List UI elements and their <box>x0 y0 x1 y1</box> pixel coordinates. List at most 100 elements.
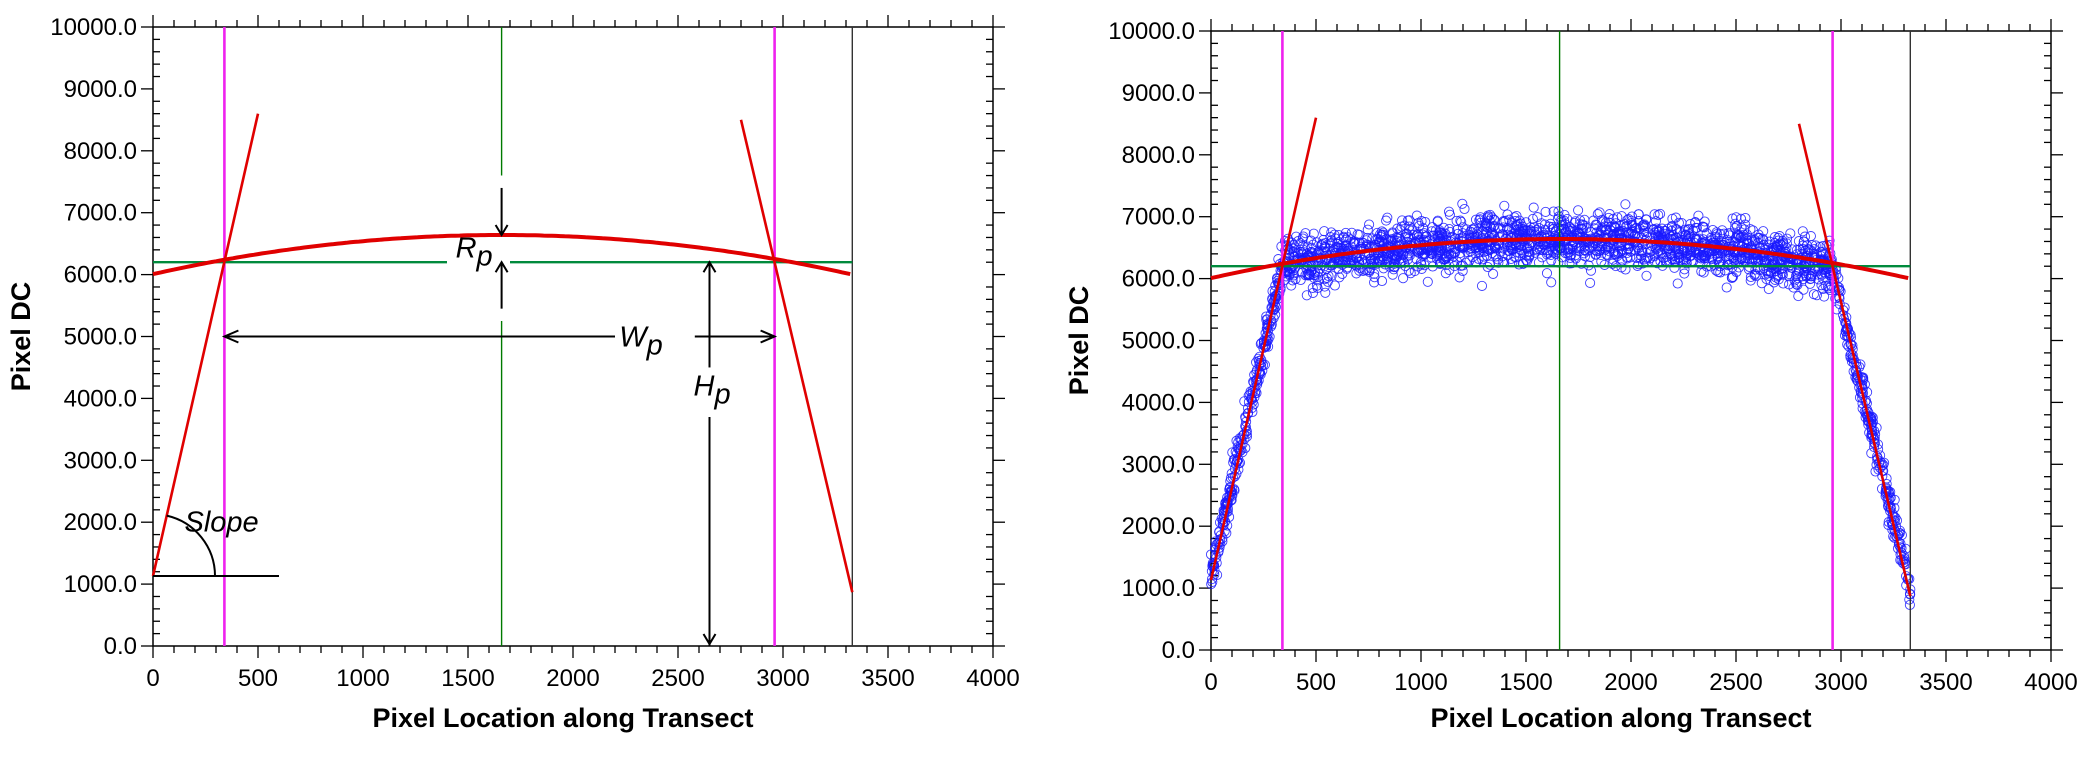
axes: 0 500 1000 1500 2000 2500 3000 3500 4000 0.0 1000.… <box>1064 18 2078 733</box>
scatter-point <box>1419 228 1430 239</box>
scatter-point <box>1540 224 1551 235</box>
scatter-point <box>1448 251 1459 262</box>
scatter-point <box>1560 226 1572 237</box>
scatter-point <box>1722 234 1733 245</box>
x-tick-label: 3500 <box>1919 669 1972 696</box>
scatter-point <box>1541 268 1553 279</box>
scatter-point <box>1669 262 1680 273</box>
scatter-point <box>1607 258 1618 269</box>
scatter-point <box>1515 226 1526 237</box>
scatter-point <box>1422 276 1433 287</box>
scatter-point <box>1888 531 1899 542</box>
scatter-point <box>1376 275 1388 287</box>
scatter-point <box>1326 227 1337 238</box>
width-letter: W <box>619 322 649 354</box>
scatter-point <box>1457 198 1468 209</box>
x-tick-label: 2500 <box>651 665 704 692</box>
scatter-point <box>1488 268 1499 279</box>
scatter-point <box>1691 222 1702 233</box>
scatter-point <box>1390 254 1401 265</box>
scatter-point <box>1414 220 1425 231</box>
scatter-point <box>1781 238 1792 249</box>
scatter-point <box>1387 234 1398 245</box>
y-tick-label: 1000.0 <box>1122 575 1195 602</box>
scatter-point <box>1316 240 1328 251</box>
scatter-point <box>1253 353 1264 364</box>
reference-lines <box>1211 31 1912 650</box>
scatter-point <box>1679 246 1690 257</box>
scatter-point <box>1679 268 1690 279</box>
scatter-point <box>1640 221 1651 232</box>
slope-label: Slope <box>185 506 259 538</box>
y-tick-label: 3000.0 <box>1122 451 1195 478</box>
scatter-point <box>1641 270 1652 281</box>
height-label: Hp <box>694 370 731 410</box>
scatter-point <box>1797 226 1808 237</box>
scatter-point <box>1564 258 1575 269</box>
scatter-point <box>1746 254 1757 265</box>
scatter-point <box>1301 290 1312 301</box>
x-tick-label: 0 <box>1204 669 1217 696</box>
scatter-point <box>1484 244 1495 255</box>
scatter-point <box>1803 243 1814 255</box>
scatter-point <box>1397 215 1408 226</box>
scatter-point <box>1759 255 1770 266</box>
scatter-point <box>1896 543 1907 554</box>
scatter-point <box>1467 224 1478 235</box>
scatter-point <box>1416 263 1427 274</box>
scatter-point <box>1545 249 1556 260</box>
scatter-point <box>1777 262 1789 274</box>
scatter-point <box>1337 268 1348 279</box>
scatter-point <box>1684 224 1695 235</box>
rising-edge-fit <box>1209 117 1318 581</box>
scatter-point <box>1304 269 1315 281</box>
x-tick-label: 0 <box>146 665 159 692</box>
scatter-point <box>1454 251 1465 262</box>
scatter-point <box>1793 273 1804 284</box>
y-tick-label: 4000.0 <box>1122 389 1195 416</box>
scatter-point <box>1585 277 1596 288</box>
scatter-point <box>1640 214 1652 225</box>
scatter-point <box>1730 218 1741 229</box>
x-axis-title: Pixel Location along Transect <box>1430 703 1811 733</box>
scatter-point <box>1774 238 1786 249</box>
y-tick-label: 1000.0 <box>64 571 137 598</box>
scatter-point <box>1484 259 1496 270</box>
scatter-point <box>1870 429 1881 440</box>
scatter-point <box>1322 276 1333 287</box>
scatter-point <box>1312 282 1323 293</box>
scatter-point <box>1420 216 1431 228</box>
scatter-point <box>1390 249 1401 261</box>
scatter-point <box>1679 264 1690 275</box>
height-arrowhead-top <box>702 260 717 273</box>
scatter-point <box>1329 229 1340 240</box>
scatter-point <box>1633 243 1644 254</box>
scatter-point <box>1357 237 1368 248</box>
scatter-point <box>1529 222 1540 233</box>
scatter-point <box>1348 237 1359 249</box>
scatter-point <box>1333 229 1344 241</box>
scatter-point <box>1286 280 1297 291</box>
x-tick-label: 2500 <box>1709 669 1762 696</box>
scatter-point <box>1693 210 1704 221</box>
scatter-point <box>1401 228 1412 239</box>
scatter-point <box>1402 231 1414 242</box>
scatter-point <box>1408 229 1419 241</box>
scatter-point <box>1488 221 1499 232</box>
x-tick-label: 2000 <box>1604 669 1657 696</box>
scatter-point <box>1284 270 1295 281</box>
scatter-point <box>1302 241 1313 252</box>
scatter-point <box>1763 270 1774 281</box>
scatter-point <box>1585 265 1597 276</box>
scatter-point <box>1751 270 1762 281</box>
scatter-point <box>1481 222 1492 233</box>
scatter-point <box>1676 217 1687 229</box>
scatter-point <box>1791 268 1802 280</box>
scatter-point <box>1515 218 1526 229</box>
scatter-point <box>1576 258 1587 269</box>
scatter-point <box>1727 213 1738 224</box>
scatter-point <box>1404 250 1415 261</box>
scatter-point <box>1340 227 1351 238</box>
